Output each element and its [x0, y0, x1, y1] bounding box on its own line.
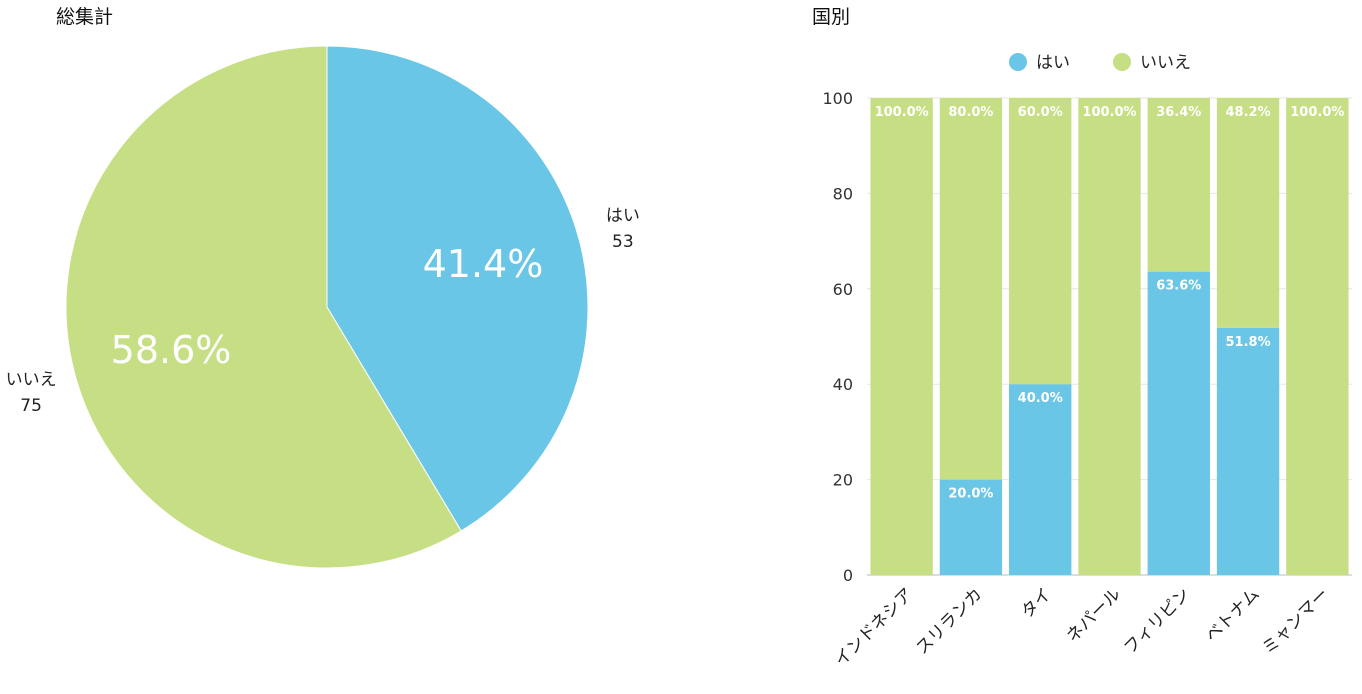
x-category-label: ネパール	[1063, 584, 1125, 646]
x-category-label: ミャンマー	[1259, 584, 1333, 658]
x-category-label: インドネシア	[831, 584, 917, 670]
bar-segment-no	[1009, 98, 1072, 385]
legend-label: いいえ	[1140, 53, 1191, 73]
pie-slice-no	[65, 45, 462, 569]
pie-chart-title: 総集計	[56, 6, 114, 28]
bar-data-label: 100.0%	[875, 105, 929, 120]
pie-slice-name-label: はい	[606, 206, 640, 226]
y-tick-label: 40	[833, 375, 853, 394]
y-tick-label: 20	[833, 471, 853, 490]
y-tick-label: 80	[833, 184, 853, 203]
pie-slice-percent-label: 58.6%	[111, 328, 232, 372]
pie-slice-percent-label: 41.4%	[423, 242, 544, 286]
bar-segment-no	[939, 98, 1003, 480]
x-category-label: フィリピン	[1120, 584, 1194, 658]
bar-segment-no	[1078, 98, 1141, 575]
bar-data-label: 40.0%	[1018, 391, 1063, 406]
bar-segment-yes	[1009, 384, 1072, 575]
bar-segment-no	[1216, 98, 1280, 328]
bar-data-label: 100.0%	[1290, 105, 1344, 120]
bar-segment-no	[1286, 98, 1349, 575]
bar-data-label: 51.8%	[1226, 335, 1271, 350]
bar-data-label: 48.2%	[1226, 105, 1271, 120]
bar-segment-no	[870, 98, 933, 575]
legend-marker	[1113, 53, 1131, 71]
bar-chart-title: 国別	[812, 6, 851, 28]
y-tick-label: 100	[822, 89, 853, 108]
bar-data-label: 80.0%	[948, 105, 993, 120]
pie-slice-yes	[326, 45, 589, 532]
bar-data-label: 100.0%	[1082, 105, 1136, 120]
pie-chart: 41.4% はい 53 58.6% いいえ 75	[6, 45, 640, 569]
x-category-label: スリランカ	[912, 584, 986, 658]
x-category-label: タイ	[1018, 584, 1056, 622]
stacked-bar-chart: 0 20 40 60 80 100 はい いいえ 100.0% インドネシア 20.0% 80.0% ス…	[822, 53, 1352, 671]
bar-data-label: 20.0%	[948, 487, 993, 502]
pie-slice-name-label: いいえ	[6, 370, 57, 390]
bar-segment-yes	[1216, 327, 1280, 575]
x-category-label: ベトナム	[1202, 584, 1264, 646]
y-tick-label: 60	[833, 280, 853, 299]
bar-data-label: 63.6%	[1156, 279, 1201, 294]
bar-segment-yes	[939, 479, 1003, 575]
bar-data-label: 60.0%	[1018, 105, 1063, 120]
bar-segment-no	[1147, 98, 1210, 272]
pie-slice-count-label: 53	[612, 232, 634, 252]
y-tick-label: 0	[843, 566, 853, 585]
bar-segment-yes	[1147, 271, 1210, 575]
pie-slice-count-label: 75	[20, 396, 42, 416]
bar-data-label: 36.4%	[1156, 105, 1201, 120]
legend-label: はい	[1036, 53, 1070, 73]
legend-marker	[1009, 53, 1027, 71]
